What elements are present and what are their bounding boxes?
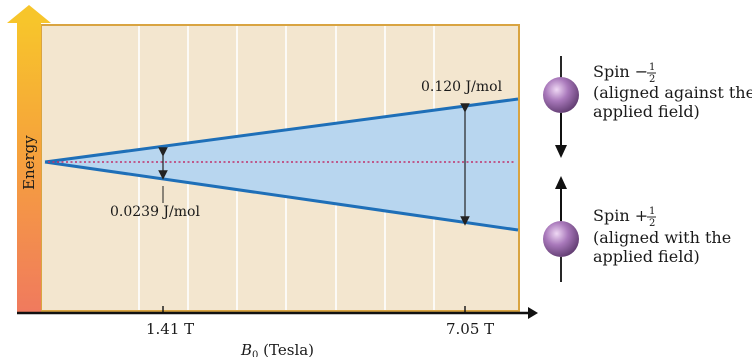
spin-plus-frac-den: 2 [649, 218, 655, 229]
spin-minus-prefix: Spin − [593, 62, 648, 81]
spin-minus-line2: (aligned against the [593, 83, 752, 102]
spin-plus-frac-num: 1 [649, 206, 655, 217]
spin-plus-prefix: Spin + [593, 206, 648, 225]
large-gap-label: 0.120 J/mol [421, 79, 503, 95]
x-axis-arrowhead [528, 307, 538, 319]
proton-sphere-bottom [543, 221, 579, 257]
spin-minus-frac-num: 1 [649, 62, 655, 73]
energy-axis-arrow [7, 5, 51, 312]
upper-energy-line [44, 97, 519, 164]
tick-label-1: 1.41 T [146, 320, 194, 338]
spin-minus-frac-den: 2 [649, 74, 655, 85]
svg-text:Spin −: Spin − [593, 62, 648, 81]
tick-label-2: 7.05 T [446, 320, 494, 338]
spin-plus-line3: applied field) [593, 247, 700, 266]
spin-minus-line3: applied field) [593, 102, 700, 121]
small-gap-label: 0.0239 J/mol [110, 204, 200, 220]
energy-axis-label: Energy [20, 135, 38, 190]
x-axis-label: B0 (Tesla) [240, 341, 314, 357]
spin-minus-half-state: Spin − 1 2 (aligned against the applied … [543, 56, 752, 158]
spin-plus-half-state: Spin + 1 2 (aligned with the applied fie… [543, 176, 731, 282]
svg-text:Spin +: Spin + [593, 206, 648, 225]
proton-sphere-top [543, 77, 579, 113]
lower-energy-line [44, 160, 519, 232]
up-arrow-icon [555, 176, 567, 189]
spin-plus-line2: (aligned with the [593, 228, 731, 247]
energy-split-wedge [45, 99, 518, 230]
